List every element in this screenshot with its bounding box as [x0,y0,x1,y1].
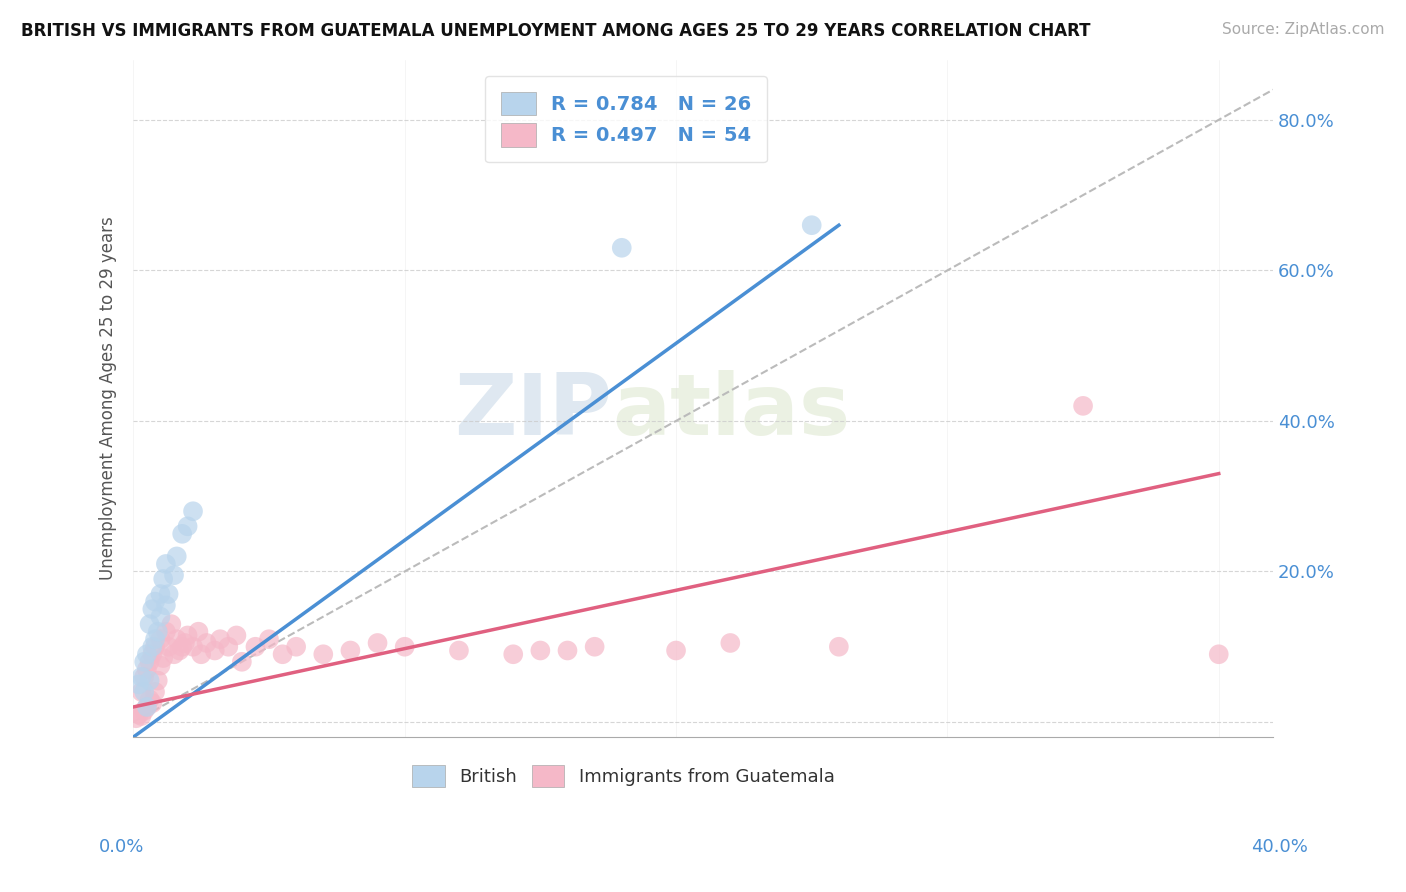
Point [502,647,524,661]
Point [143,640,166,654]
Point [610,241,633,255]
Point [134,655,156,669]
Legend: British, Immigrants from Guatemala: British, Immigrants from Guatemala [404,756,844,796]
Point [529,643,551,657]
Point [828,640,851,654]
Point [128,677,150,691]
Text: Source: ZipAtlas.com: Source: ZipAtlas.com [1222,22,1385,37]
Point [163,568,186,582]
Point [231,655,253,669]
Point [176,628,198,642]
Point [190,647,212,661]
Point [160,617,183,632]
Point [141,602,163,616]
Point [367,636,389,650]
Point [146,673,169,688]
Point [312,647,335,661]
Point [143,632,166,647]
Point [172,526,194,541]
Point [285,640,308,654]
Point [152,572,174,586]
Point [146,624,169,639]
Text: ZIP: ZIP [454,370,612,453]
Point [257,632,280,647]
Point [195,636,218,650]
Point [204,643,226,657]
Point [152,651,174,665]
Point [217,640,239,654]
Point [339,643,361,657]
Point [181,640,204,654]
Point [149,609,172,624]
Point [271,647,294,661]
Point [131,709,153,723]
Point [187,624,209,639]
Point [155,624,177,639]
Point [1071,399,1094,413]
Text: 0.0%: 0.0% [98,838,143,856]
Point [155,557,177,571]
Point [209,632,232,647]
Point [134,704,156,718]
Point [141,696,163,710]
Point [169,643,191,657]
Point [143,685,166,699]
Point [583,640,606,654]
Point [138,655,160,669]
Point [134,670,156,684]
Point [155,599,177,613]
Point [800,218,823,232]
Point [172,640,194,654]
Text: 40.0%: 40.0% [1251,838,1308,856]
Point [166,632,188,647]
Point [157,587,180,601]
Point [141,640,163,654]
Point [131,685,153,699]
Point [157,640,180,654]
Point [149,658,172,673]
Y-axis label: Unemployment Among Ages 25 to 29 years: Unemployment Among Ages 25 to 29 years [100,217,117,580]
Point [135,647,157,661]
Point [1208,647,1230,661]
Point [138,617,160,632]
Point [174,636,197,650]
Point [138,673,160,688]
Point [128,707,150,722]
Point [557,643,579,657]
Point [149,587,172,601]
Point [447,643,470,657]
Point [225,628,247,642]
Point [134,685,156,699]
Point [141,647,163,661]
Point [176,519,198,533]
Point [665,643,688,657]
Point [166,549,188,564]
Point [143,594,166,608]
Point [135,700,157,714]
Point [135,700,157,714]
Point [131,670,153,684]
Point [125,711,148,725]
Point [718,636,741,650]
Text: BRITISH VS IMMIGRANTS FROM GUATEMALA UNEMPLOYMENT AMONG AGES 25 TO 29 YEARS CORR: BRITISH VS IMMIGRANTS FROM GUATEMALA UNE… [21,22,1091,40]
Point [163,647,186,661]
Point [181,504,204,518]
Point [138,692,160,706]
Point [245,640,267,654]
Point [394,640,416,654]
Point [149,632,172,647]
Point [135,662,157,676]
Text: atlas: atlas [612,370,851,453]
